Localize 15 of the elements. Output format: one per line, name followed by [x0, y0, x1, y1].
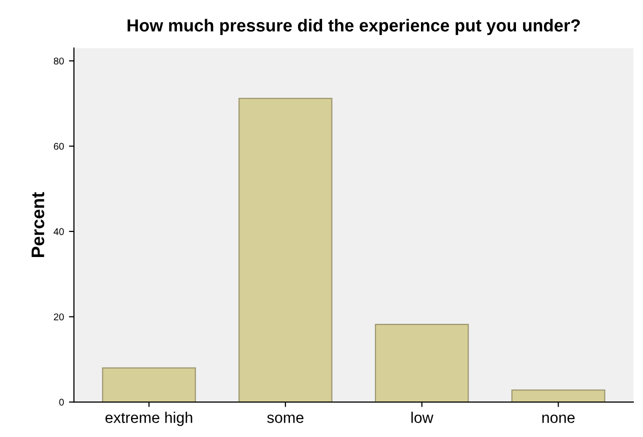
bar — [511, 390, 606, 402]
x-tick-label: some — [267, 414, 304, 423]
bar — [374, 324, 469, 402]
y-tick-label: 80 — [54, 58, 64, 64]
y-tick-label: 60 — [54, 142, 64, 150]
chart-title: How much pressure did the experience put you under? — [128, 18, 580, 36]
x-tick-label: low — [411, 412, 434, 423]
y-tick-label: 40 — [54, 228, 64, 236]
y-axis-title: Percent — [32, 192, 44, 257]
y-tick-label: 20 — [54, 313, 64, 320]
y-tick-label: 0 — [59, 398, 64, 406]
bar — [238, 98, 332, 402]
x-tick-label: none — [542, 414, 575, 423]
bar — [102, 367, 196, 402]
x-tick-label: extreme high — [105, 412, 192, 426]
